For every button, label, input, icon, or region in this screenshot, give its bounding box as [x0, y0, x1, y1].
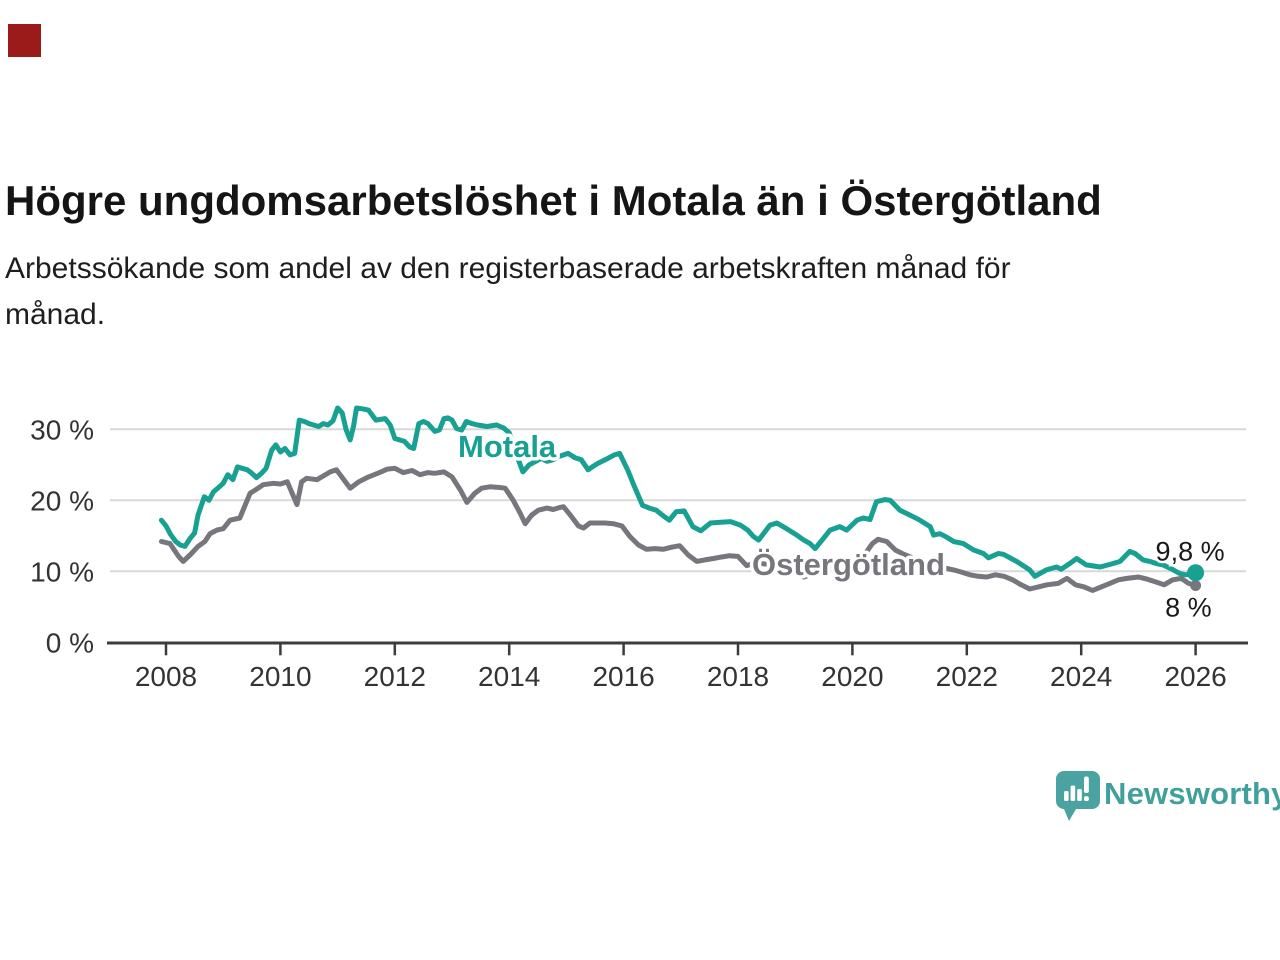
x-axis-tick-label: 2024	[1050, 661, 1112, 692]
y-axis-tick-label: 10 %	[30, 556, 94, 587]
x-axis-tick-label: 2026	[1164, 661, 1226, 692]
x-axis-tick-label: 2018	[707, 661, 769, 692]
x-axis-tick-label: 2010	[249, 661, 311, 692]
newsworthy-brand-text: Newsworthy	[1104, 776, 1280, 811]
red-corner-marker	[8, 24, 41, 57]
series-line-östergötland	[158, 465, 1199, 593]
series-end-dot-östergötland	[1190, 580, 1202, 591]
series-line-motala	[158, 405, 1199, 579]
series-label-östergötland: Östergötland	[752, 547, 945, 582]
series-end-dot-motala	[1187, 564, 1205, 582]
x-axis-tick-label: 2022	[936, 661, 998, 692]
end-value-label-östergötland: 8 %	[1165, 593, 1212, 623]
x-axis-tick-label: 2016	[592, 661, 654, 692]
x-axis-tick-label: 2012	[364, 661, 426, 692]
newsworthy-bubble-chart-icon	[1056, 771, 1100, 821]
y-axis-tick-label: 20 %	[30, 485, 94, 516]
x-axis-tick-label: 2008	[135, 661, 197, 692]
x-axis-tick-label: 2020	[821, 661, 883, 692]
y-axis-tick-label: 0 %	[46, 627, 94, 658]
page-title: Högre ungdomsarbetslöshet i Motala än i …	[5, 177, 1102, 225]
end-value-label-motala: 9,8 %	[1156, 537, 1225, 567]
y-axis-tick-label: 30 %	[30, 414, 94, 445]
x-axis-tick-label: 2014	[478, 661, 540, 692]
page-subtitle: Arbetssökande som andel av den registerb…	[5, 252, 1011, 331]
series-label-motala: Motala	[458, 429, 557, 464]
